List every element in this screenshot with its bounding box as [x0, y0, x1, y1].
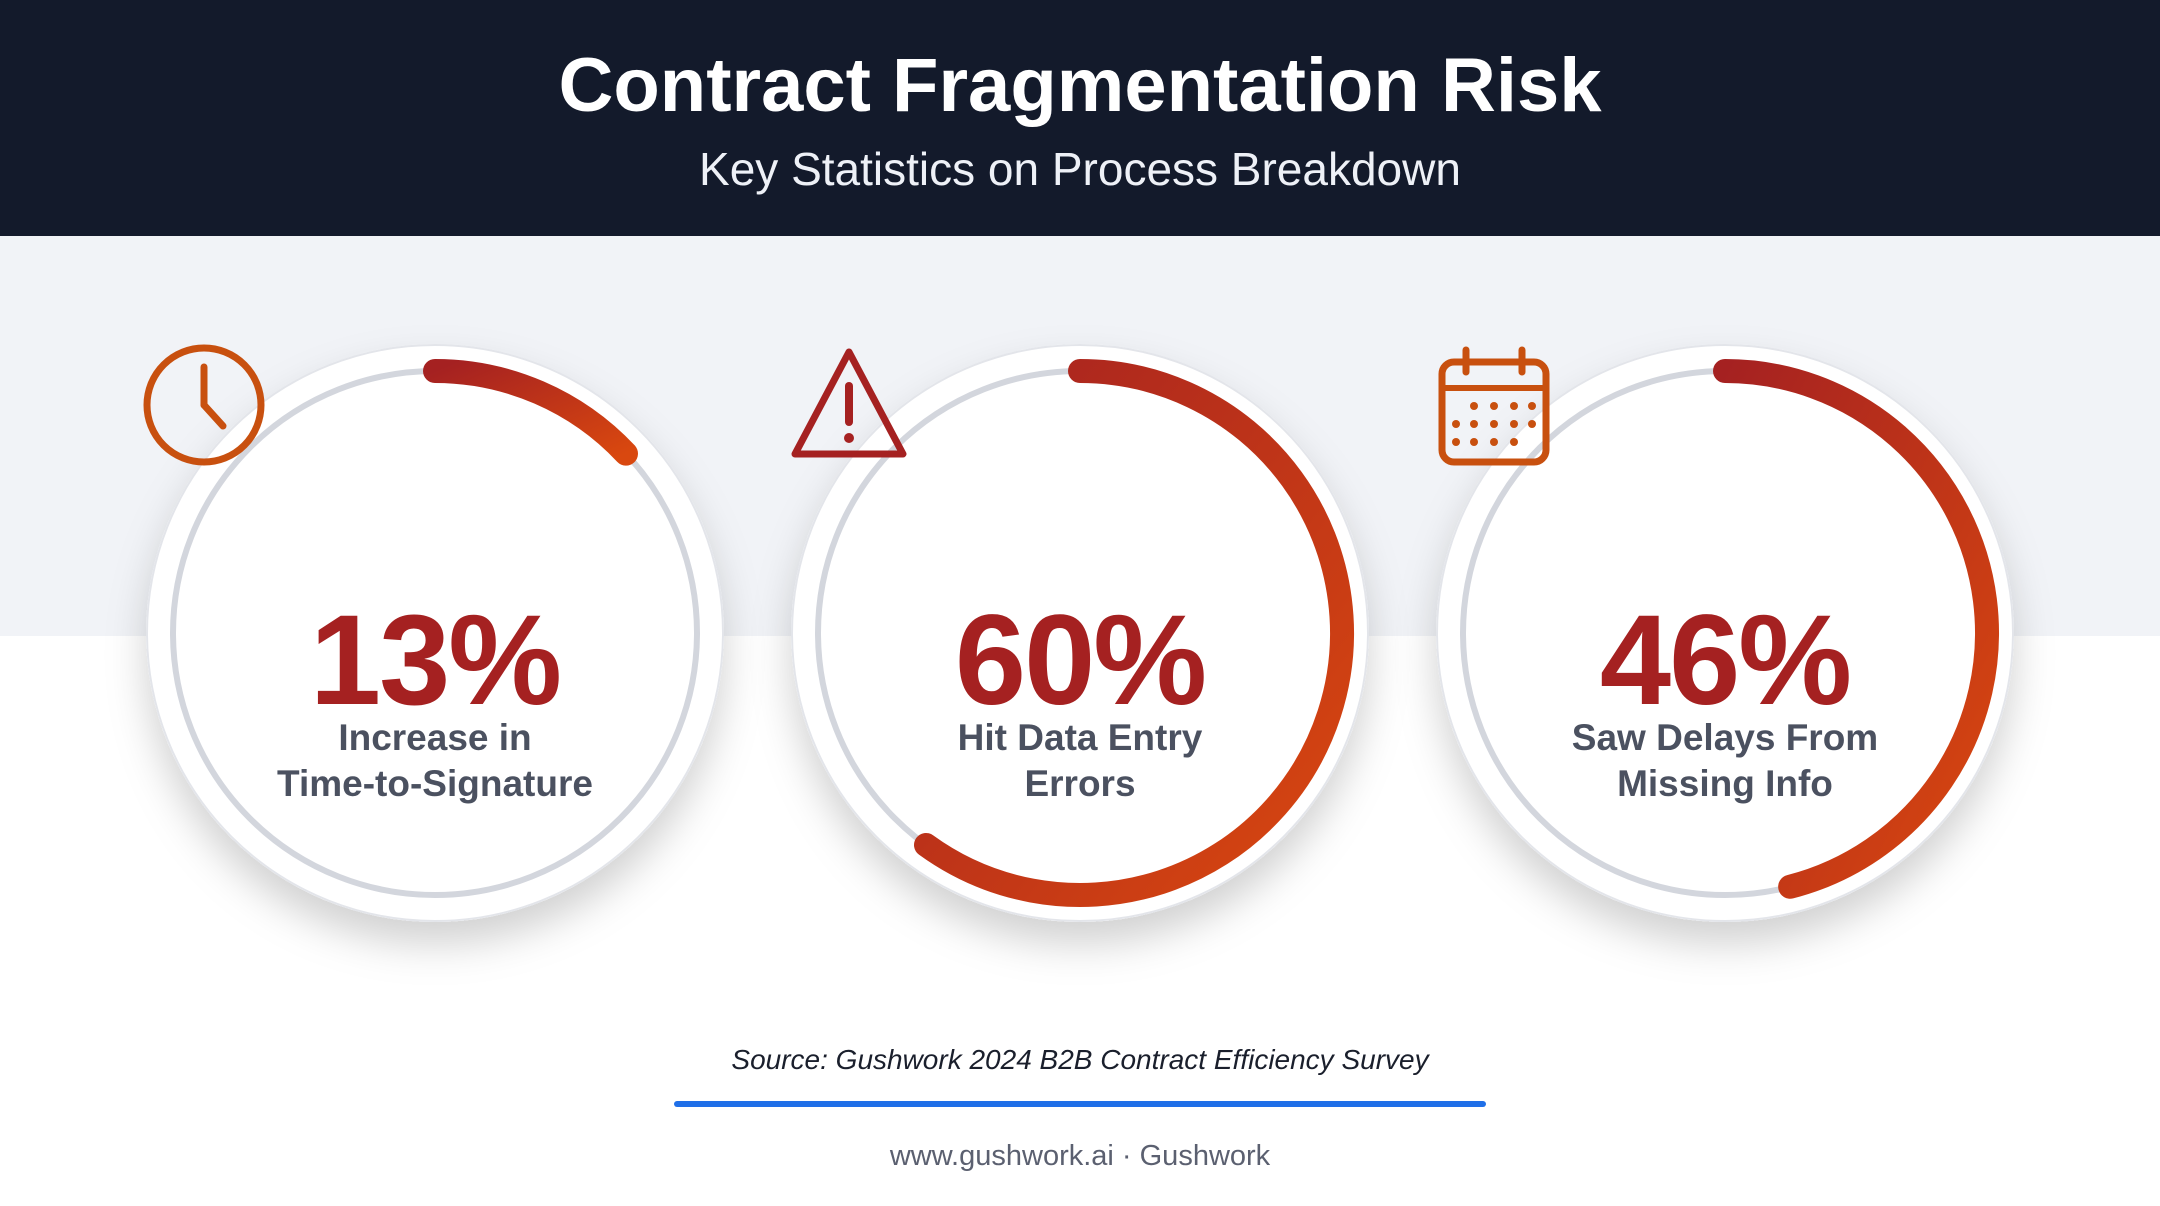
stat-label: Hit Data Entry Errors — [789, 715, 1371, 807]
stat-card-time-to-signature: 13% Increase in Time-to-Signature — [143, 342, 726, 924]
stat-label-line: Time-to-Signature — [277, 763, 593, 804]
stat-label-line: Increase in — [338, 717, 532, 758]
warning-triangle-icon — [791, 348, 907, 458]
gauge-progress-arc — [914, 359, 1354, 907]
gauge-outline — [146, 344, 724, 922]
stat-label-line: Missing Info — [1617, 763, 1833, 804]
stat-label-line: Errors — [1024, 763, 1136, 804]
gauge-ring — [146, 344, 724, 922]
stat-card-data-entry-errors: 60% Hit Data Entry Errors — [789, 342, 1371, 924]
page-subtitle: Key Statistics on Process Breakdown — [699, 143, 1461, 195]
divider-rule — [674, 1101, 1486, 1107]
stat-value: 13% — [309, 589, 562, 732]
footer-link: www.gushwork.ai · Gushwork — [889, 1140, 1271, 1172]
clock-icon — [143, 344, 265, 466]
source-note: Source: Gushwork 2024 B2B Contract Effic… — [731, 1044, 1429, 1075]
gauge-disk — [1436, 344, 2014, 922]
calendar-icon — [1438, 346, 1550, 466]
stat-card-missing-info: 46% Saw Delays From Missing Info — [1434, 342, 2016, 924]
stat-label-line: Hit Data Entry — [957, 717, 1203, 758]
gauge-outline — [1436, 344, 2014, 922]
gauge-outline — [791, 344, 1369, 922]
header-banner: Contract Fragmentation Risk Key Statisti… — [0, 0, 2160, 236]
stat-label: Increase in Time-to-Signature — [144, 715, 726, 807]
gauge-disk — [146, 344, 724, 922]
page-title: Contract Fragmentation Risk — [558, 43, 1602, 128]
stat-label-line: Saw Delays From — [1571, 717, 1879, 758]
gauge-progress-arc — [1713, 359, 1999, 899]
gauge-disk — [791, 344, 1369, 922]
stat-value: 60% — [954, 589, 1207, 732]
stat-label: Saw Delays From Missing Info — [1434, 715, 2016, 807]
stat-value: 46% — [1599, 589, 1852, 732]
gauge-ring — [791, 344, 1369, 922]
gauge-ring — [1436, 344, 2014, 922]
gauge-progress-arc — [423, 359, 638, 466]
